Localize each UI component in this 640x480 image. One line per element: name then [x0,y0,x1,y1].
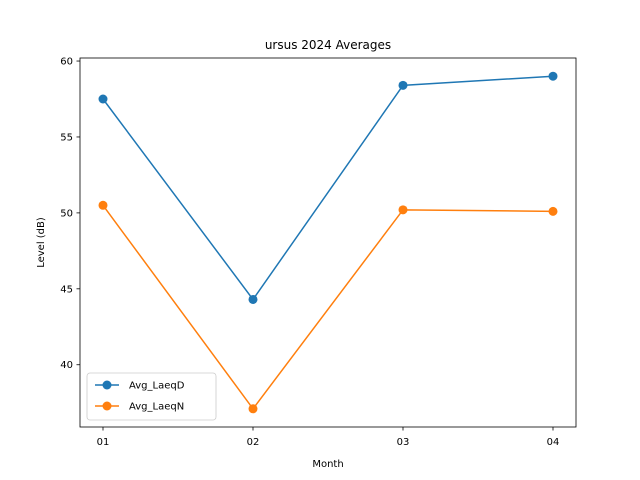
y-tick-label: 45 [60,284,73,295]
y-axis-label: Level (dB) [36,217,47,268]
data-point-Avg_LaeqN-02 [248,404,258,414]
legend-box [86,372,217,421]
x-tick-label: 03 [397,437,410,448]
data-point-Avg_LaeqD-04 [548,71,558,81]
plot-frame [79,57,577,428]
series-layer [98,71,558,414]
x-tick-label: 02 [247,437,260,448]
data-point-Avg_LaeqN-03 [398,205,408,215]
y-tick-label: 60 [60,57,73,68]
legend: Avg_LaeqD Avg_LaeqN [86,372,217,421]
data-point-Avg_LaeqN-01 [98,200,108,210]
y-tick-label: 40 [60,360,73,371]
legend-label-Avg_LaeqN: Avg_LaeqN [129,402,184,413]
plot-area [80,58,576,427]
y-axis: 40 45 50 55 60 [60,57,80,371]
data-point-Avg_LaeqD-03 [398,80,408,90]
data-point-Avg_LaeqD-01 [98,94,108,104]
legend-marker-Avg_LaeqD [102,380,112,390]
x-tick-label: 01 [97,437,110,448]
legend-label-Avg_LaeqD: Avg_LaeqD [129,381,185,392]
y-tick-label: 55 [60,132,73,143]
x-tick-label: 04 [547,437,560,448]
series-line-Avg_LaeqD [102,75,554,301]
x-axis-label: Month [312,459,343,470]
series-line-Avg_LaeqN [102,204,554,411]
x-axis: 01 02 03 04 [97,427,560,448]
chart-title: ursus 2024 Averages [265,38,391,52]
legend-marker-Avg_LaeqN [102,401,112,411]
data-point-Avg_LaeqN-04 [548,206,558,216]
data-point-Avg_LaeqD-02 [248,294,258,304]
y-tick-label: 50 [60,208,73,219]
